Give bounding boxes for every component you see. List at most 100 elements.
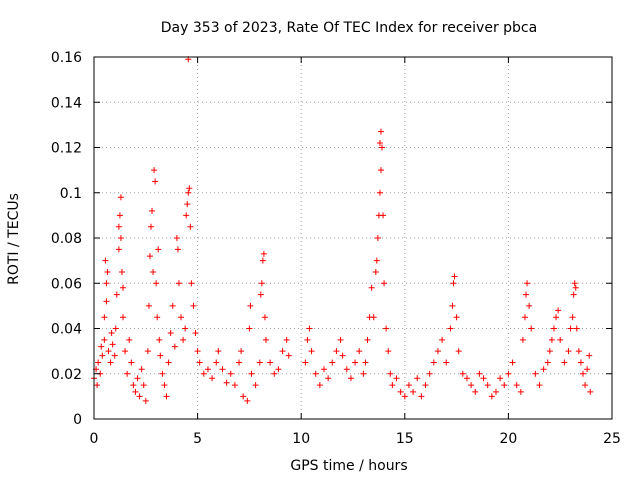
data-point xyxy=(196,359,203,366)
data-point xyxy=(156,336,163,343)
data-point xyxy=(333,348,340,355)
data-point xyxy=(95,359,102,366)
data-point xyxy=(117,235,124,241)
x-tick-label: 15 xyxy=(396,431,414,447)
x-tick-label: 25 xyxy=(603,431,621,447)
data-point xyxy=(142,397,149,404)
data-point xyxy=(187,223,194,230)
data-point xyxy=(279,348,286,355)
data-point xyxy=(316,382,323,389)
data-point xyxy=(209,375,216,382)
data-point xyxy=(244,397,251,404)
data-point xyxy=(343,366,350,373)
data-point xyxy=(175,280,182,287)
data-point xyxy=(370,314,377,321)
data-point xyxy=(553,314,560,321)
data-point xyxy=(509,359,516,366)
data-point xyxy=(312,370,319,377)
data-point xyxy=(414,375,421,382)
data-point xyxy=(570,291,577,298)
data-point xyxy=(430,359,437,366)
data-point xyxy=(112,325,119,332)
data-point xyxy=(459,370,466,377)
data-point xyxy=(567,325,574,332)
data-point xyxy=(339,352,346,359)
data-point xyxy=(584,366,591,373)
data-point xyxy=(468,382,475,389)
data-point xyxy=(546,348,553,355)
data-point xyxy=(163,393,170,400)
data-point xyxy=(116,212,123,219)
data-point xyxy=(104,268,111,275)
y-tick-label: 0.14 xyxy=(51,95,82,111)
data-point xyxy=(451,273,458,280)
data-point xyxy=(329,359,336,366)
data-point xyxy=(153,280,160,287)
data-point xyxy=(111,352,118,359)
y-tick-label: 0.06 xyxy=(51,276,82,292)
data-point xyxy=(523,291,530,298)
y-tick-label: 0.1 xyxy=(60,186,82,202)
data-point xyxy=(577,359,584,366)
data-point xyxy=(373,257,380,264)
data-point xyxy=(215,348,222,355)
data-point xyxy=(138,366,145,373)
x-axis-label: GPS time / hours xyxy=(290,458,407,474)
data-point xyxy=(223,379,230,386)
data-point xyxy=(374,235,381,241)
data-point xyxy=(134,375,141,382)
data-point xyxy=(113,291,120,298)
data-point xyxy=(569,314,576,321)
y-axis-label: ROTI / TECUs xyxy=(6,193,22,285)
data-point xyxy=(98,343,105,350)
data-point xyxy=(227,370,234,377)
data-point xyxy=(439,336,446,343)
x-tick-label: 5 xyxy=(193,431,202,447)
data-point xyxy=(151,167,158,174)
data-point xyxy=(115,223,122,230)
data-point xyxy=(325,375,332,382)
data-point xyxy=(147,223,154,230)
data-point xyxy=(161,382,168,389)
data-point xyxy=(144,348,151,355)
data-point xyxy=(401,393,408,400)
data-point xyxy=(376,189,383,196)
data-point xyxy=(186,185,193,192)
data-point xyxy=(426,370,433,377)
data-point xyxy=(513,382,520,389)
data-point xyxy=(304,336,311,343)
data-point xyxy=(306,325,313,332)
data-point xyxy=(364,336,371,343)
chart-title: Day 353 of 2023, Rate Of TEC Index for r… xyxy=(161,20,537,36)
data-point xyxy=(587,388,594,395)
data-point xyxy=(252,382,259,389)
data-point xyxy=(204,366,211,373)
data-point xyxy=(103,280,110,287)
data-point xyxy=(260,250,267,257)
data-point xyxy=(397,388,404,395)
data-point xyxy=(159,370,166,377)
data-point xyxy=(188,280,195,287)
data-point xyxy=(463,375,470,382)
data-point xyxy=(379,144,386,151)
data-point xyxy=(169,302,176,309)
data-point xyxy=(565,348,572,355)
data-point xyxy=(248,370,255,377)
data-point xyxy=(389,382,396,389)
data-point xyxy=(443,359,450,366)
y-tick-label: 0 xyxy=(73,412,82,428)
data-point xyxy=(380,212,387,219)
data-point xyxy=(171,343,178,350)
data-point xyxy=(519,336,526,343)
data-point xyxy=(152,178,159,185)
data-point xyxy=(347,375,354,382)
data-point xyxy=(528,325,535,332)
data-point xyxy=(393,375,400,382)
data-point xyxy=(544,359,551,366)
data-point xyxy=(130,382,137,389)
data-point xyxy=(262,336,269,343)
y-tick-label: 0.08 xyxy=(51,231,82,247)
data-point xyxy=(501,382,508,389)
y-tick-label: 0.12 xyxy=(51,141,82,157)
axis-ticks xyxy=(93,56,613,420)
